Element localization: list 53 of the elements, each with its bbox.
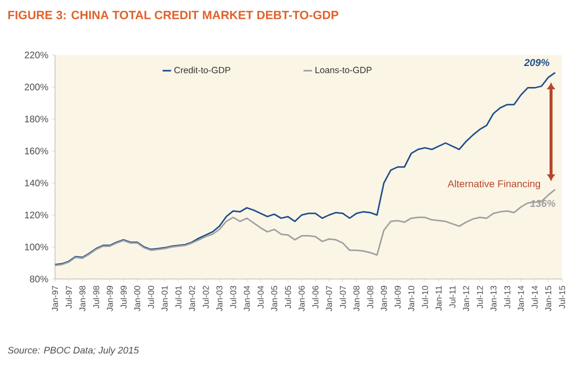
x-tick-label: Jan-98: [79, 286, 86, 312]
x-tick-label: Jan-10: [408, 286, 414, 312]
x-tick-label: Jul-12: [476, 286, 483, 308]
x-tick-label: Jul-10: [422, 286, 428, 308]
source-note: Source: PBOC Data; July 2015: [8, 346, 139, 356]
chart-title: FIGURE 3: CHINA TOTAL CREDIT MARKET DEBT-TO-GDP: [8, 10, 338, 20]
x-tick-label: Jan-03: [216, 286, 222, 312]
x-tick-label: Jan-05: [271, 286, 278, 312]
x-tick-label: Jul-00: [148, 286, 154, 308]
y-tick-label: 200%: [24, 84, 48, 90]
x-tick-label: Jul-97: [66, 286, 72, 308]
x-tick-label: Jan-01: [162, 286, 168, 312]
x-tick-label: Jan-08: [353, 286, 360, 312]
x-tick-label: Jul-03: [230, 286, 236, 308]
x-tick-label: Jan-15: [545, 286, 552, 312]
x-tick-label: Jul-11: [449, 286, 456, 308]
y-tick-label: 100%: [24, 244, 48, 250]
x-tick-label: Jan-00: [134, 286, 140, 312]
x-tick-label: Jan-14: [518, 286, 524, 312]
x-tick-label: Jan-02: [189, 286, 196, 312]
x-tick-label: Jan-04: [244, 286, 250, 312]
x-tick-label: Jul-07: [340, 286, 346, 308]
x-tick-label: Jul-01: [175, 286, 182, 308]
legend-label: Credit-to-GDP: [174, 66, 230, 74]
y-tick-label: 220%: [24, 52, 48, 58]
x-tick-label: Jan-13: [490, 286, 496, 312]
x-tick-label: Jan-11: [436, 286, 442, 311]
x-tick-label: Jan-06: [298, 286, 305, 312]
x-tick-label: Jul-98: [93, 286, 100, 308]
annotation: 209%: [524, 59, 550, 66]
x-tick-label: Jul-09: [394, 286, 401, 308]
x-tick-label: Jul-15: [558, 286, 566, 308]
x-tick-label: Jan-97: [52, 286, 58, 312]
x-tick-label: Jul-04: [257, 286, 264, 308]
y-tick-label: 80%: [30, 276, 48, 282]
legend-label: Loans-to-GDP: [316, 66, 372, 74]
x-tick-label: Jan-99: [106, 286, 113, 312]
x-tick-label: Jul-14: [531, 286, 538, 308]
y-tick-label: 120%: [24, 212, 48, 218]
x-tick-label: Jul-08: [367, 286, 374, 308]
annotation: 136%: [530, 200, 556, 207]
x-tick-label: Jan-07: [326, 286, 332, 312]
x-tick-label: Jul-06: [312, 286, 318, 308]
x-tick-label: Jul-99: [120, 286, 127, 308]
annotation: Alternative Financing: [448, 180, 540, 190]
y-tick-label: 180%: [24, 116, 48, 122]
y-tick-label: 140%: [24, 180, 48, 186]
x-tick-label: Jul-02: [202, 286, 209, 308]
x-tick-label: Jan-12: [463, 286, 470, 312]
x-tick-label: Jul-13: [504, 286, 510, 308]
y-tick-label: 160%: [24, 148, 48, 154]
x-tick-label: Jan-09: [380, 286, 387, 312]
x-tick-label: Jul-05: [284, 286, 292, 308]
